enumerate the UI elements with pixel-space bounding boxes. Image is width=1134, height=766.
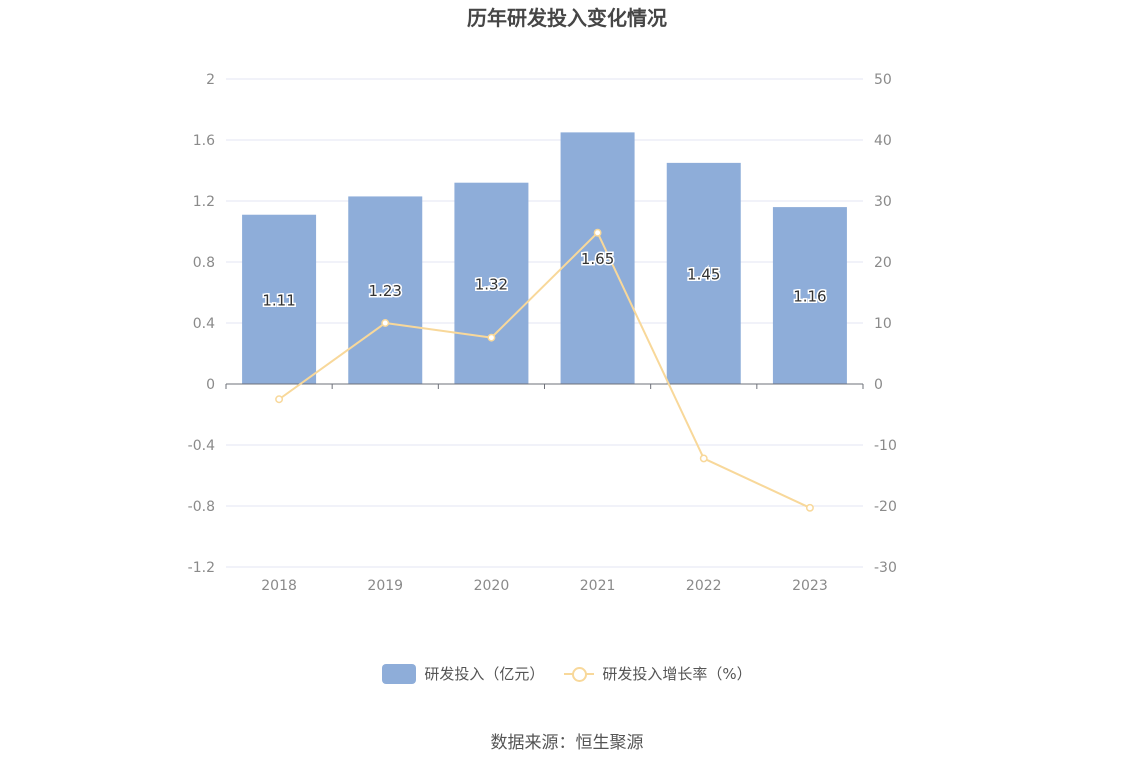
- y-left-tick-label: -0.8: [188, 499, 215, 515]
- axis-tick-labels: 2 1.6 1.2 0.8 0.4 0 -0.4 -0.8 -1.2 50 40 30 20 10 0 -10…: [188, 72, 897, 594]
- y-left-tick-label: 0.8: [193, 255, 215, 271]
- legend-item-line[interactable]: 研发投入增长率（%）: [564, 663, 752, 684]
- x-tick-label: 2022: [686, 578, 722, 594]
- legend-bar-label: 研发投入（亿元）: [424, 665, 545, 683]
- y-left-tick-label: 0.4: [193, 316, 215, 332]
- y-right-tick-label: 0: [874, 377, 883, 393]
- x-axis: [225, 383, 864, 389]
- y-right-tick-label: 20: [874, 255, 892, 271]
- y-right-tick-label: -20: [874, 499, 897, 515]
- bar: [666, 162, 741, 384]
- data-labels: 1.11 1.23 1.32 1.65 1.45 1.16: [261, 249, 828, 311]
- line-series: [275, 228, 814, 512]
- line-point: [381, 319, 390, 327]
- y-right-tick-label: -30: [874, 560, 897, 576]
- x-tick-label: 2023: [792, 578, 828, 594]
- legend-line-swatch: [564, 664, 595, 684]
- bar: [348, 196, 423, 384]
- grid-lines: [226, 78, 863, 568]
- bar-data-label: 1.23: [369, 282, 402, 300]
- bar-data-label: 1.45: [687, 265, 720, 283]
- line-point: [487, 333, 496, 342]
- y-left-tick-label: 1.2: [193, 194, 215, 210]
- y-left-tick-label: -1.2: [188, 560, 215, 576]
- legend: 研发投入（亿元） 研发投入增长率（%）: [0, 663, 1134, 684]
- bar-data-label: 1.16: [793, 288, 826, 306]
- line-point: [699, 454, 708, 463]
- x-tick-label: 2021: [580, 578, 616, 594]
- legend-bar-swatch: [382, 663, 417, 684]
- y-left-tick-label: 0: [206, 377, 215, 393]
- bar-data-label: 1.65: [581, 250, 614, 268]
- line-point: [805, 503, 814, 512]
- x-tick-label: 2019: [367, 578, 403, 594]
- y-left-tick-label: 1.6: [193, 133, 215, 149]
- y-right-tick-label: 30: [874, 194, 892, 210]
- x-tick-label: 2018: [261, 578, 297, 594]
- source-note: 数据来源：恒生聚源: [490, 733, 644, 753]
- bar: [242, 214, 317, 384]
- bar-series: [242, 132, 847, 384]
- x-tick-label: 2020: [474, 578, 510, 594]
- legend-line-label: 研发投入增长率（%）: [602, 665, 752, 683]
- bar: [454, 182, 529, 384]
- bar: [772, 207, 847, 384]
- y-left-tick-label: 2: [206, 72, 215, 88]
- y-right-tick-label: 40: [874, 133, 892, 149]
- line-point: [275, 395, 284, 404]
- y-left-tick-label: -0.4: [188, 438, 215, 454]
- bar-data-label: 1.32: [475, 275, 508, 293]
- y-right-tick-label: 10: [874, 316, 892, 332]
- line-path: [278, 231, 811, 509]
- bar-data-label: 1.11: [262, 291, 295, 309]
- legend-item-bar[interactable]: 研发投入（亿元）: [382, 663, 544, 684]
- y-right-tick-label: 50: [874, 72, 892, 88]
- y-right-tick-label: -10: [874, 438, 897, 454]
- line-point: [593, 228, 602, 237]
- chart-title: 历年研发投入变化情况: [467, 6, 667, 30]
